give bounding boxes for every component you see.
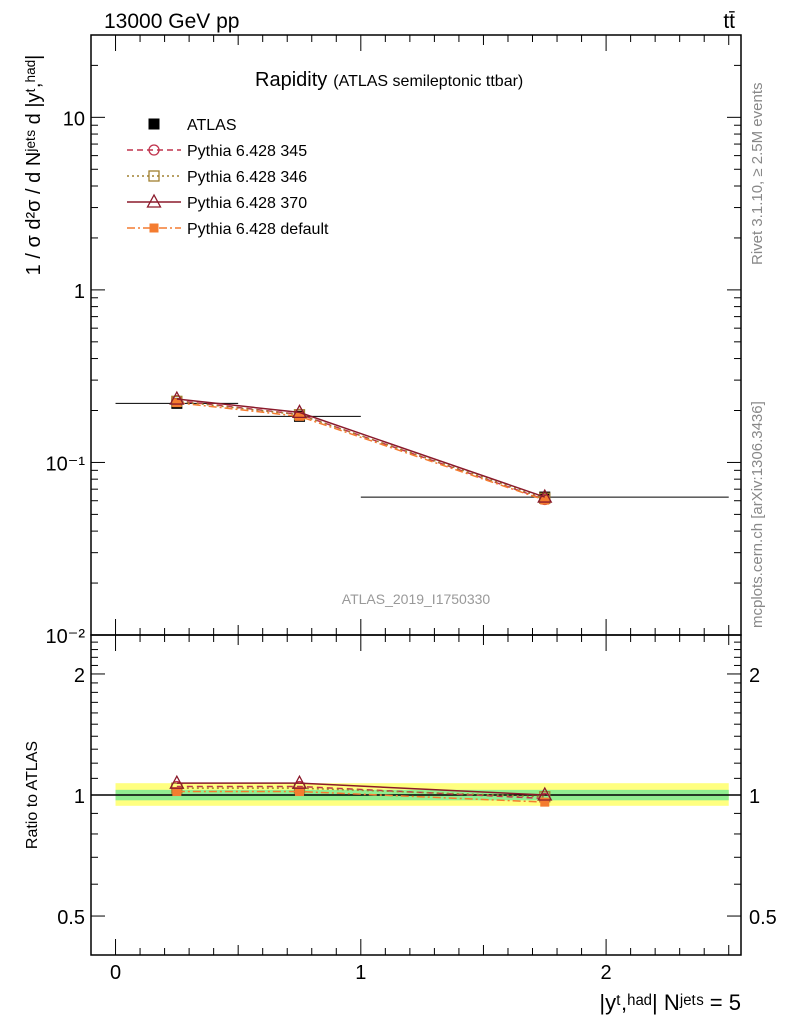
main-series-atlas: [115, 397, 729, 503]
ratio-point-p370: [291, 774, 308, 789]
main-point-p370: [169, 390, 185, 405]
main-y-tick-label: 1: [74, 281, 85, 303]
ratio-series-p370: [169, 774, 553, 801]
ratio-y-tick-label-left: 0.5: [57, 907, 85, 929]
ratio-point-p370: [169, 774, 185, 789]
main-point-p370: [291, 404, 308, 419]
legend-entry-atlas: ATLAS: [148, 117, 237, 134]
plot-title: Rapidity (ATLAS semileptonic ttbar): [255, 69, 523, 91]
main-series-p370: [169, 390, 553, 503]
legend-label: Pythia 6.428 345: [187, 143, 307, 160]
x-tick-label: 2: [601, 962, 612, 984]
ratio-series-layer: [169, 774, 553, 807]
main-point-p370: [537, 488, 553, 503]
main-point-pdefault: [540, 495, 550, 505]
ratio-y-tick-label-left: 1: [74, 786, 85, 808]
legend-entry-pdefault: Pythia 6.428 default: [127, 221, 329, 238]
ratio-series-pdefault: [172, 787, 550, 807]
x-tick-label: 0: [110, 962, 121, 984]
main-series-pdefault: [172, 398, 550, 505]
main-y-tick-label: 10⁻²: [46, 626, 86, 648]
ratio-y-tick-label-right: 1: [749, 786, 760, 808]
ratio-point-pdefault: [540, 797, 550, 807]
legend-marker: [146, 193, 162, 208]
legend-label: Pythia 6.428 default: [187, 221, 329, 238]
legend-marker: [148, 144, 160, 156]
legend-entry-p345: Pythia 6.428 345: [127, 143, 307, 160]
energy-label: 13000 GeV pp: [104, 10, 239, 33]
ratio-line-p370: [176, 782, 545, 796]
legend-marker: [148, 118, 160, 130]
main-series-p345: [171, 395, 551, 506]
legend: ATLAS Pythia 6.428 345 Pythia 6.428 346 Pyt…: [127, 117, 329, 238]
plot-title-main: Rapidity: [255, 69, 327, 91]
ratio-y-tick-label-right: 0.5: [749, 907, 777, 929]
analysis-id: ATLAS_2019_I1750330: [342, 591, 491, 607]
axis-tick-labels: 10 1 10⁻¹ 10⁻² 2 2 1 1 0.5 0.5 0 1 2: [46, 108, 777, 984]
main-y-tick-label: 10⁻¹: [46, 453, 86, 475]
legend-label: Pythia 6.428 346: [187, 169, 307, 186]
legend-entry-p370: Pythia 6.428 370: [127, 193, 307, 212]
legend-marker: [148, 170, 160, 182]
legend-entry-p346: Pythia 6.428 346: [127, 169, 307, 186]
legend-label: ATLAS: [187, 117, 237, 134]
main-line-p370: [176, 398, 546, 498]
ratio-y-tick-label-left: 2: [74, 665, 85, 687]
plot-title-sub: (ATLAS semileptonic ttbar): [333, 73, 523, 90]
ratio-y-axis-label: Ratio to ATLAS: [24, 741, 41, 849]
legend-label: Pythia 6.428 370: [187, 195, 307, 212]
main-series-layer: [115, 390, 729, 506]
main-series-p346: [171, 395, 551, 504]
main-point-pdefault: [294, 411, 304, 421]
x-tick-label: 1: [355, 962, 366, 984]
ratio-point-p370: [537, 786, 553, 801]
main-line-p345: [176, 399, 546, 501]
main-line-pdefault: [176, 401, 546, 501]
main-y-axis-label: 1 / σ d²σ / d Nʲᵉᵗˢ d |yᵗ,ʰᵃᵈ|: [23, 55, 45, 276]
source-label: mcplots.cern.ch [arXiv:1306.3436]: [749, 401, 766, 628]
axis-ticks: [91, 34, 741, 955]
x-axis-label: |yᵗ,ʰᵃᵈ| Nʲᵉᵗˢ = 5: [599, 990, 741, 1015]
main-y-tick-label: 10: [63, 108, 85, 130]
legend-marker: [149, 223, 159, 233]
main-point-pdefault: [172, 398, 182, 408]
main-line-p346: [176, 400, 546, 499]
rivet-label: Rivet 3.1.10, ≥ 2.5M events: [749, 83, 766, 266]
ratio-point-pdefault: [294, 787, 304, 797]
process-label: tt̄: [723, 10, 735, 33]
ratio-line-p345: [176, 785, 545, 800]
ratio-point-pdefault: [172, 787, 182, 797]
ratio-y-tick-label-right: 2: [749, 665, 760, 687]
ratio-line-p346: [176, 787, 545, 798]
